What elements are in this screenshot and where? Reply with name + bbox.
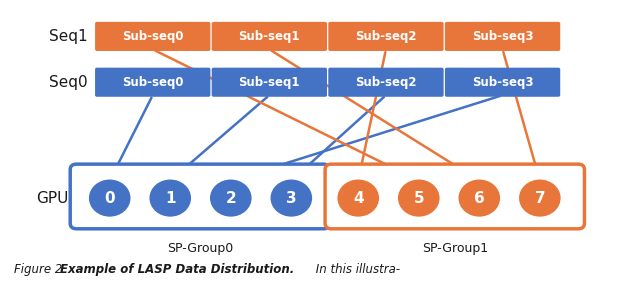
Text: Figure 2.: Figure 2. (14, 263, 70, 276)
Text: Example of LASP Data Distribution.: Example of LASP Data Distribution. (60, 263, 294, 276)
Text: 4: 4 (353, 190, 364, 205)
Text: Sub-seq1: Sub-seq1 (239, 30, 300, 43)
Text: GPU: GPU (36, 190, 69, 205)
Text: 5: 5 (413, 190, 424, 205)
Text: Sub-seq2: Sub-seq2 (355, 76, 417, 89)
Text: Sub-seq1: Sub-seq1 (239, 76, 300, 89)
Ellipse shape (339, 181, 378, 216)
Text: SP-Group0: SP-Group0 (167, 242, 233, 255)
Text: Seq0: Seq0 (49, 75, 88, 90)
Text: 7: 7 (534, 190, 545, 205)
Ellipse shape (271, 181, 311, 216)
FancyBboxPatch shape (95, 22, 211, 51)
FancyBboxPatch shape (445, 22, 560, 51)
Text: Sub-seq0: Sub-seq0 (122, 76, 184, 89)
Text: In this illustra-: In this illustra- (312, 263, 400, 276)
FancyBboxPatch shape (95, 68, 211, 97)
Text: 0: 0 (104, 190, 115, 205)
Text: Seq1: Seq1 (49, 29, 88, 44)
Ellipse shape (211, 181, 250, 216)
FancyBboxPatch shape (70, 164, 330, 229)
FancyBboxPatch shape (212, 68, 327, 97)
Text: SP-Group1: SP-Group1 (422, 242, 488, 255)
Text: Sub-seq3: Sub-seq3 (472, 30, 533, 43)
Text: Sub-seq0: Sub-seq0 (122, 30, 184, 43)
Ellipse shape (90, 181, 129, 216)
FancyBboxPatch shape (445, 68, 560, 97)
Text: 1: 1 (165, 190, 175, 205)
Text: Sub-seq2: Sub-seq2 (355, 30, 417, 43)
FancyBboxPatch shape (212, 22, 327, 51)
FancyBboxPatch shape (328, 68, 444, 97)
Text: Sub-seq3: Sub-seq3 (472, 76, 533, 89)
Ellipse shape (520, 181, 559, 216)
Text: 2: 2 (225, 190, 236, 205)
Text: 3: 3 (286, 190, 296, 205)
Ellipse shape (399, 181, 438, 216)
Ellipse shape (460, 181, 499, 216)
FancyBboxPatch shape (328, 22, 444, 51)
Text: 6: 6 (474, 190, 484, 205)
FancyBboxPatch shape (325, 164, 584, 229)
Ellipse shape (150, 181, 190, 216)
